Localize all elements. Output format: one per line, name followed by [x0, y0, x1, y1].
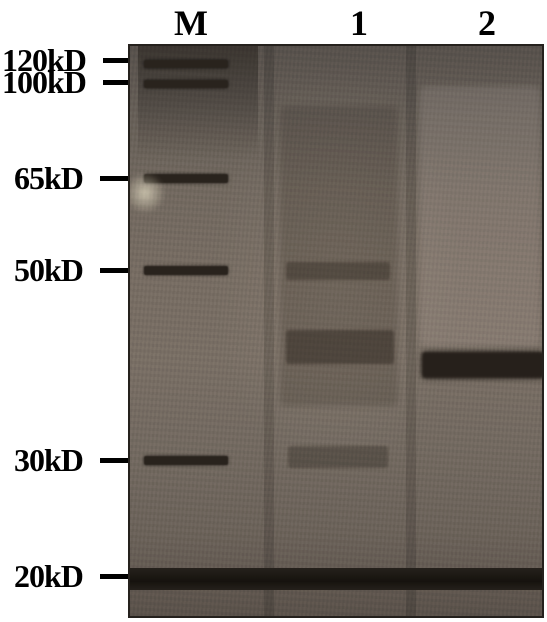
lane-m	[138, 46, 258, 616]
lane-gutter-1	[264, 46, 274, 616]
tick-50kd	[100, 268, 129, 273]
marker-label-50kd: 50kD	[14, 252, 83, 289]
lane-header-2: 2	[478, 2, 496, 44]
marker-label-100kd: 100kD	[2, 64, 86, 101]
tick-30kd	[100, 458, 129, 463]
marker-label-65kd: 65kD	[14, 160, 83, 197]
lane1-band-40kd	[286, 330, 394, 364]
marker-label-20kd: 20kD	[14, 558, 83, 595]
lane-gutter-2	[406, 46, 416, 616]
marker-label-30kd: 30kD	[14, 442, 83, 479]
dye-front	[130, 568, 542, 590]
tick-120kd	[103, 58, 129, 63]
lane2-main-band	[422, 352, 544, 378]
marker-band-30kd	[144, 456, 228, 465]
lane-header-m: M	[174, 2, 208, 44]
lane2-upper-smear	[420, 86, 540, 346]
lane-header-1: 1	[350, 2, 368, 44]
gel-image	[128, 44, 544, 618]
tick-100kd	[103, 80, 129, 85]
marker-band-120kd	[144, 60, 228, 68]
tick-20kd	[100, 574, 129, 579]
marker-band-50kd	[144, 266, 228, 275]
lane1-band-30kd	[288, 446, 388, 468]
marker-band-100kd	[144, 80, 228, 88]
lane1-band-50kd	[286, 262, 390, 280]
tick-65kd	[100, 176, 129, 181]
